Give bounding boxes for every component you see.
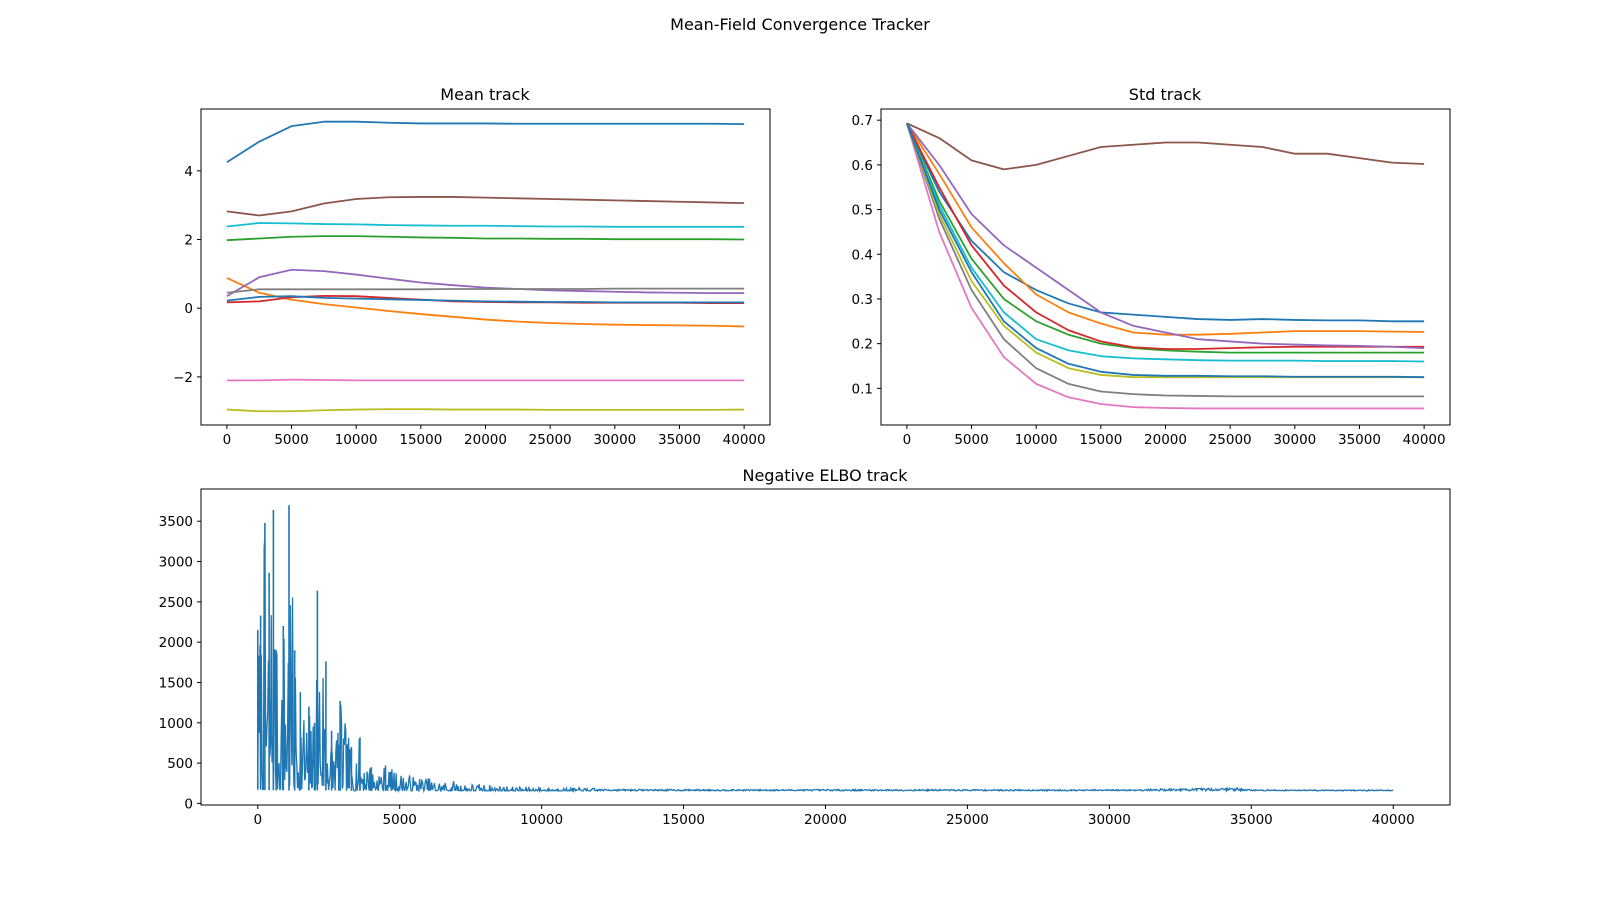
std-y-tick-label: 0.5 [852, 203, 873, 219]
std-series-line [906, 122, 1425, 354]
mean-x-tick-label: 30000 [593, 432, 636, 448]
elbo-track-plot-area [256, 505, 1394, 794]
std-series-line [906, 122, 1425, 350]
mean-track-x-axis: 0 5000 10000 15000 20000 25000 30000 35000 40000 [223, 425, 766, 448]
elbo-y-tick-label: 1500 [159, 675, 193, 691]
std-track-plot-area [905, 122, 1425, 410]
elbo-y-tick-label: 500 [167, 756, 193, 772]
std-y-tick-label: 0.1 [852, 381, 873, 397]
std-y-tick-label: 0.3 [852, 292, 873, 308]
std-series-line [906, 122, 1425, 350]
std-y-tick-label: 0.2 [852, 337, 873, 353]
elbo-x-tick-label: 25000 [946, 812, 989, 828]
elbo-track-chart: Negative ELBO track 0 5000 10000 15000 20000… [159, 466, 1451, 828]
elbo-x-tick-label: 40000 [1372, 812, 1415, 828]
elbo-y-tick-label: 2000 [159, 635, 193, 651]
mean-y-tick-label: 0 [184, 301, 193, 317]
mean-series-line [226, 268, 745, 297]
mean-x-tick-label: 0 [223, 432, 232, 448]
std-x-tick-label: 30000 [1273, 432, 1316, 448]
elbo-x-tick-label: 10000 [520, 812, 563, 828]
std-track-title: Std track [1129, 85, 1202, 104]
mean-track-chart: Mean track 0 5000 10000 15000 20000 25000 3000… [173, 85, 771, 448]
elbo-x-tick-label: 35000 [1230, 812, 1273, 828]
elbo-track-y-axis: 0 500 1000 1500 2000 2500 3000 3500 [159, 514, 201, 812]
std-y-tick-label: 0.4 [852, 247, 873, 263]
std-series-line [906, 122, 1425, 336]
elbo-x-tick-label: 0 [253, 812, 262, 828]
std-track-y-axis: 0.1 0.2 0.3 0.4 0.5 0.6 0.7 [852, 113, 881, 397]
std-track-frame [880, 108, 1451, 426]
mean-track-y-axis: −2 0 2 4 [173, 164, 201, 386]
mean-y-tick-label: −2 [173, 370, 193, 386]
std-series-line [905, 123, 1425, 410]
figure-title: Mean-Field Convergence Tracker [670, 15, 930, 34]
mean-track-title: Mean track [440, 85, 530, 104]
mean-series-line [226, 196, 745, 217]
mean-series-line [226, 277, 745, 328]
elbo-y-tick-label: 2500 [159, 595, 193, 611]
elbo-track-title: Negative ELBO track [742, 466, 908, 485]
mean-x-tick-label: 35000 [658, 432, 701, 448]
mean-track-plot-area [226, 120, 745, 413]
elbo-x-tick-label: 5000 [383, 812, 417, 828]
elbo-y-tick-label: 3000 [159, 555, 193, 571]
std-series-line [906, 122, 1425, 323]
elbo-track-x-axis: 0 5000 10000 15000 20000 25000 30000 35000 40000 [253, 805, 1415, 828]
std-x-tick-label: 25000 [1209, 432, 1252, 448]
mean-x-tick-label: 25000 [529, 432, 572, 448]
elbo-y-tick-label: 0 [184, 796, 193, 812]
std-x-tick-label: 35000 [1338, 432, 1381, 448]
elbo-y-tick-label: 3500 [159, 514, 193, 530]
mean-x-tick-label: 20000 [464, 432, 507, 448]
mean-track-frame [200, 108, 771, 426]
elbo-x-tick-label: 30000 [1088, 812, 1131, 828]
std-y-tick-label: 0.6 [852, 158, 873, 174]
std-x-tick-label: 20000 [1144, 432, 1187, 448]
std-track-x-axis: 0 5000 10000 15000 20000 25000 30000 35000 40000 [903, 425, 1446, 448]
std-x-tick-label: 15000 [1079, 432, 1122, 448]
mean-series-line [226, 408, 745, 413]
std-x-tick-label: 40000 [1403, 432, 1446, 448]
elbo-y-tick-label: 1000 [159, 716, 193, 732]
std-x-tick-label: 10000 [1015, 432, 1058, 448]
mean-x-tick-label: 10000 [335, 432, 378, 448]
std-series-line [906, 122, 1425, 171]
mean-x-tick-label: 40000 [723, 432, 766, 448]
mean-y-tick-label: 2 [184, 233, 193, 249]
mean-x-tick-label: 5000 [274, 432, 308, 448]
std-track-chart: Std track 0 5000 10000 15000 20000 25000 30000… [852, 85, 1451, 448]
std-x-tick-label: 0 [903, 432, 912, 448]
mean-series-line [226, 222, 745, 228]
std-series-line [906, 122, 1425, 379]
mean-series-line [226, 235, 745, 242]
mean-series-line [226, 120, 745, 163]
elbo-series-line [257, 538, 1394, 794]
std-x-tick-label: 5000 [954, 432, 988, 448]
mean-series-line [226, 295, 745, 304]
mean-series-line [226, 287, 745, 294]
std-y-tick-label: 0.7 [852, 113, 873, 129]
elbo-x-tick-label: 15000 [662, 812, 705, 828]
elbo-track-frame [200, 488, 1451, 806]
elbo-x-tick-label: 20000 [804, 812, 847, 828]
mean-series-line [226, 378, 745, 382]
mean-y-tick-label: 4 [184, 164, 193, 180]
mean-x-tick-label: 15000 [399, 432, 442, 448]
std-series-line [906, 123, 1425, 398]
std-series-line [906, 122, 1425, 363]
std-series-line [906, 122, 1425, 379]
